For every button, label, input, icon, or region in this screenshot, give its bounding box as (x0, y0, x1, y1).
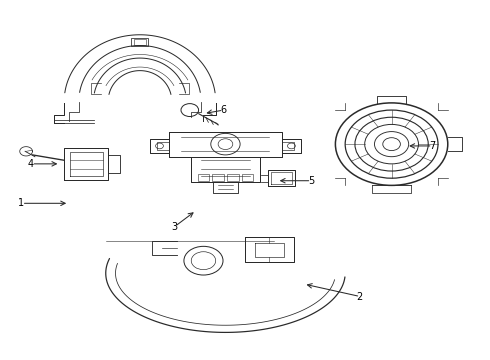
Text: 2: 2 (357, 292, 363, 302)
Bar (227, 174, 239, 181)
Bar (212, 174, 224, 181)
Text: 4: 4 (28, 159, 34, 169)
Text: 6: 6 (220, 105, 226, 115)
Text: 1: 1 (18, 198, 24, 208)
Bar (134, 39, 146, 45)
Text: 5: 5 (308, 176, 314, 186)
Bar (197, 174, 209, 181)
Bar (131, 38, 148, 45)
Bar (242, 174, 253, 181)
Text: 3: 3 (171, 222, 177, 231)
Text: 7: 7 (429, 141, 435, 151)
